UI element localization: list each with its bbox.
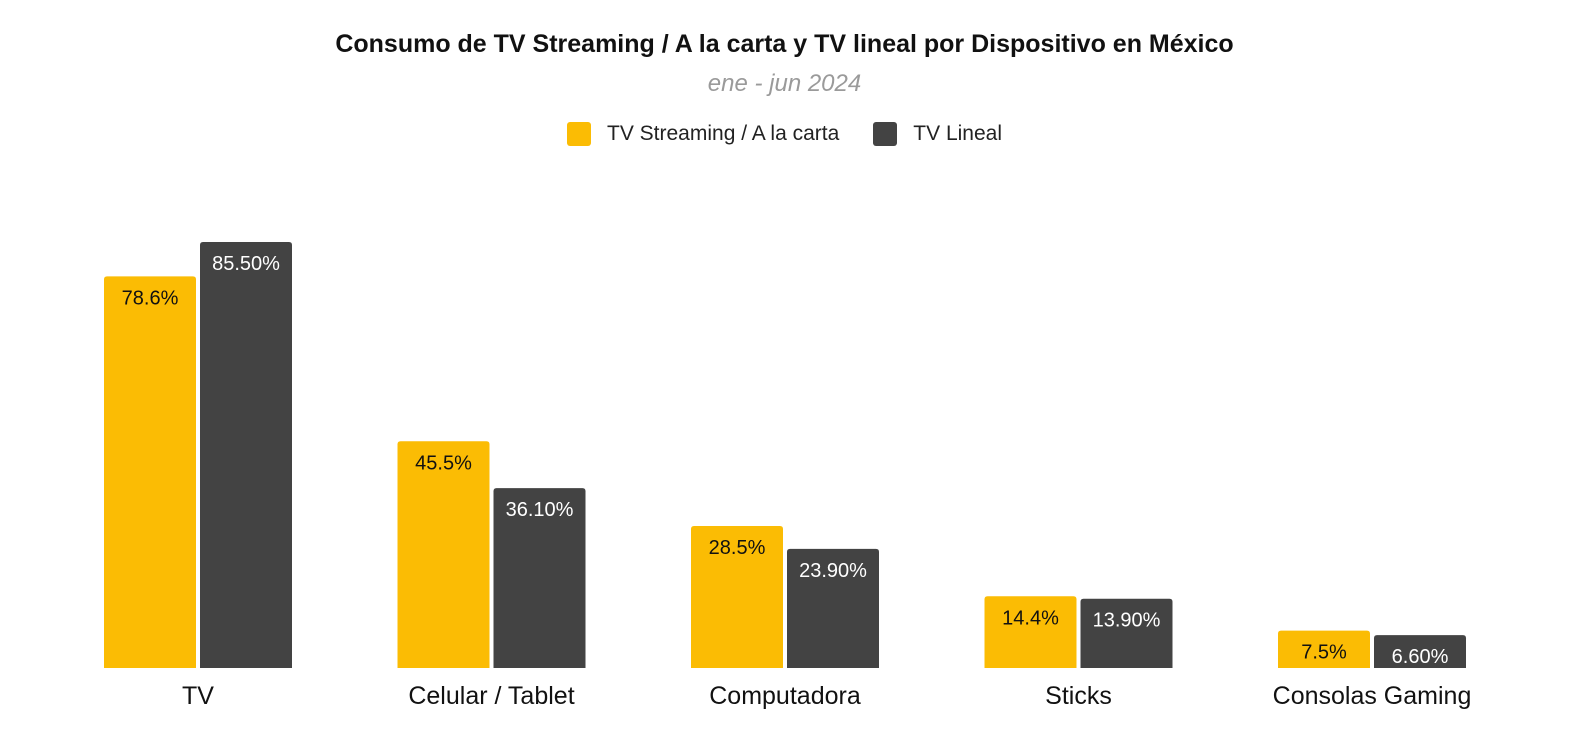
bar-streaming-0[interactable] — [104, 276, 196, 668]
bar-value-label: 28.5% — [709, 537, 766, 559]
category-label: Celular / Tablet — [408, 682, 574, 710]
legend: TV Streaming / A la carta TV Lineal — [0, 122, 1569, 146]
bar-value-label: 13.90% — [1093, 610, 1161, 632]
bar-streaming-4[interactable] — [1278, 630, 1370, 668]
bar-lineal-3[interactable] — [1080, 598, 1173, 668]
bar-lineal-0[interactable] — [200, 242, 292, 668]
legend-swatch-streaming — [567, 122, 591, 146]
legend-item-streaming[interactable]: TV Streaming / A la carta — [567, 122, 839, 146]
bar-lineal-2[interactable] — [787, 548, 879, 668]
bar-lineal-1[interactable] — [493, 488, 586, 668]
legend-swatch-lineal — [873, 122, 898, 146]
chart-title: Consumo de TV Streaming / A la carta y T… — [335, 30, 1234, 58]
bar-value-label: 7.5% — [1301, 642, 1347, 664]
category-label: Computadora — [709, 682, 861, 710]
bar-streaming-1[interactable] — [397, 441, 490, 668]
bar-lineal-4[interactable] — [1374, 635, 1466, 668]
bar-value-label: 45.5% — [415, 452, 472, 474]
bar-streaming-2[interactable] — [691, 526, 783, 668]
bar-value-label: 78.6% — [122, 287, 179, 309]
category-label: Consolas Gaming — [1273, 682, 1472, 710]
category-label: Sticks — [1045, 682, 1112, 710]
bar-value-label: 36.10% — [506, 499, 574, 521]
bar-value-label: 14.4% — [1002, 607, 1059, 629]
legend-label-streaming: TV Streaming / A la carta — [607, 122, 840, 145]
bar-value-label: 85.50% — [212, 253, 280, 275]
chart-subtitle: ene - jun 2024 — [707, 70, 862, 97]
bar-value-label: 6.60% — [1392, 646, 1449, 668]
bar-streaming-3[interactable] — [984, 596, 1077, 668]
legend-label-lineal: TV Lineal — [913, 122, 1002, 145]
legend-item-lineal[interactable]: TV Lineal — [873, 122, 1002, 146]
bar-value-label: 23.90% — [799, 560, 867, 582]
category-label: TV — [182, 682, 214, 710]
